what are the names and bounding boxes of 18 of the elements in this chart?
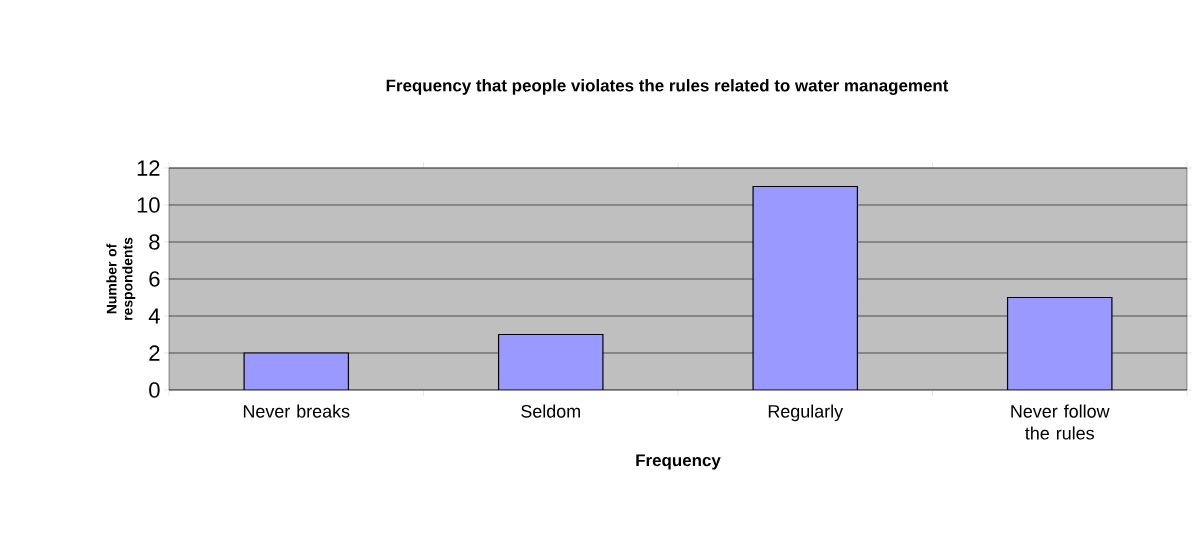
chart-title: Frequency that people violates the rules related to water management	[386, 79, 949, 95]
y-tick-label: 0	[149, 382, 160, 398]
y-tick-label: 2	[149, 345, 160, 361]
bar	[243, 352, 350, 390]
y-tick-label: 8	[149, 234, 160, 250]
y-axis-title: Number of respondents	[106, 237, 136, 320]
bar	[1006, 296, 1113, 390]
x-tick-label: Never follow the rules	[1011, 404, 1110, 440]
x-tick-label: Seldom	[521, 404, 580, 418]
y-tick-label: 6	[149, 271, 160, 287]
y-tick-label: 12	[137, 160, 160, 176]
x-tick-label: Regularly	[768, 404, 844, 422]
y-tick-label: 4	[148, 308, 160, 324]
bar	[497, 333, 604, 390]
x-tick-label: Never breaks	[243, 404, 350, 418]
bar	[752, 185, 859, 390]
x-axis-title: Frequency	[636, 454, 721, 470]
y-tick-label: 10	[137, 197, 160, 213]
